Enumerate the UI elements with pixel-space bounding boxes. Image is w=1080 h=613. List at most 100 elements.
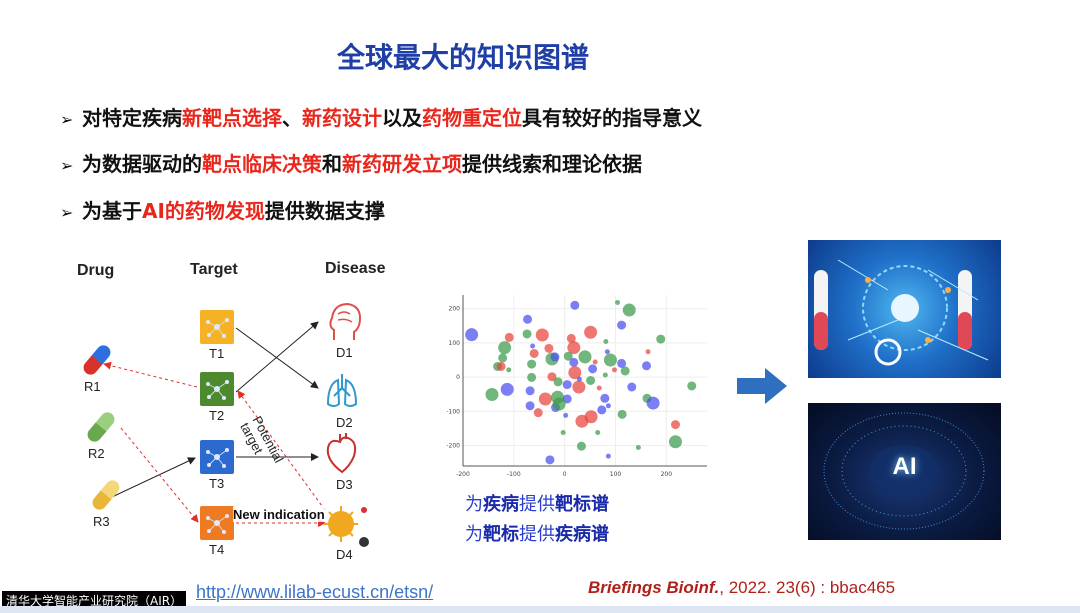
edge-t2-r1 <box>103 361 198 388</box>
scatter-point <box>547 372 557 382</box>
glowing-ring-illustration <box>823 412 985 530</box>
scatter-point <box>602 372 608 378</box>
y-tick-label: -100 <box>446 408 460 415</box>
scatter-point <box>617 320 627 330</box>
scatter-point <box>529 348 539 358</box>
scatter-point <box>578 350 592 364</box>
scatter-point <box>485 388 499 402</box>
scatter-point <box>530 343 536 349</box>
subtitle-target-disease-spectrum: 为靶标提供疾病谱 <box>465 520 609 546</box>
citation-journal: Briefings Bioinf. <box>588 578 720 597</box>
target-label: T3 <box>209 476 225 491</box>
scatter-point <box>544 343 554 353</box>
bullet-text: 为数据驱动的 <box>82 152 202 176</box>
ai-drug-discovery-image <box>808 240 1001 378</box>
scatter-point <box>656 334 666 344</box>
x-tick-label: 100 <box>610 471 622 478</box>
bullet-text: 对特定疾病 <box>82 106 182 130</box>
text: 为 <box>465 494 483 515</box>
scatter-point <box>642 361 652 371</box>
heart-icon <box>324 432 372 482</box>
target-protein-icon <box>200 506 234 540</box>
edge-r2-t4 <box>120 427 199 523</box>
scatter-point <box>588 364 598 374</box>
text-bold: 靶标 <box>483 524 519 545</box>
drug-label: R1 <box>84 379 101 394</box>
disease-label: D2 <box>336 415 353 430</box>
scatter-point <box>525 386 535 396</box>
bottom-strip <box>0 606 1080 613</box>
scatter-point <box>615 300 621 306</box>
target-protein-icon <box>200 372 234 406</box>
disease-header: Disease <box>325 260 386 277</box>
scatter-point <box>572 380 586 394</box>
text: 提供 <box>519 494 555 515</box>
scatter-point <box>603 339 609 345</box>
scatter-point <box>576 376 582 382</box>
y-tick-label: 200 <box>449 306 461 313</box>
scatter-point <box>533 408 543 418</box>
scatter-point <box>617 358 627 368</box>
scatter-point <box>576 441 586 451</box>
drug-label: R2 <box>88 446 105 461</box>
diagram-edges <box>103 321 326 527</box>
scatter-point <box>522 329 532 339</box>
scatter-point <box>552 397 566 411</box>
target-label: T2 <box>209 408 225 423</box>
scatter-point <box>620 366 630 376</box>
scatter-point <box>563 351 573 361</box>
lungs-icon <box>324 370 372 420</box>
scatter-point <box>535 328 549 342</box>
y-tick-label: 100 <box>449 340 461 347</box>
scatter-point <box>595 429 601 435</box>
scatter-point <box>584 325 598 339</box>
scatter-point <box>498 341 512 355</box>
scatter-point <box>569 357 579 367</box>
scatter-point <box>562 394 572 404</box>
scatter-point <box>596 385 602 391</box>
scatter-point <box>622 303 636 317</box>
drug-header: Drug <box>77 262 115 279</box>
bullet-text: 以及 <box>382 106 422 130</box>
citation: Briefings Bioinf., 2022. 23(6) : bbac465 <box>588 578 895 598</box>
target-protein-icon <box>200 310 234 344</box>
bullet-text: 和 <box>322 152 342 176</box>
scatter-point <box>567 341 581 355</box>
highlight-text: 药物重定位 <box>422 106 522 130</box>
bullet-arrow-icon: ➢ <box>60 203 74 222</box>
target-label: T4 <box>209 542 225 557</box>
bullet-item: ➢ 为基于AI的药物发现提供数据支撑 <box>60 195 385 224</box>
scatter-point <box>605 453 611 459</box>
text: 为 <box>465 524 483 545</box>
text: 提供 <box>519 524 555 545</box>
subtitle-disease-target-spectrum: 为疾病提供靶标谱 <box>465 490 609 516</box>
scatter-point <box>525 401 535 411</box>
website-link[interactable]: http://www.lilab-ecust.cn/etsn/ <box>196 582 434 602</box>
scatter-point <box>506 367 512 373</box>
text-bold: 疾病 <box>483 494 519 515</box>
scatter-point <box>550 352 560 362</box>
disease-label: D4 <box>336 547 353 562</box>
bullet-text: 具有较好的指导意义 <box>522 106 702 130</box>
scatter-point <box>563 412 569 418</box>
scatter-point <box>527 359 537 369</box>
bullet-text: 、 <box>282 106 302 130</box>
disease-label: D1 <box>336 345 353 360</box>
scatter-point <box>545 455 555 465</box>
scatter-point <box>560 429 566 435</box>
bullet-item: ➢ 为数据驱动的靶点临床决策和新药研发立项提供线索和理论依据 <box>60 148 642 177</box>
x-tick-label: -200 <box>456 471 470 478</box>
highlight-text: 新药研发立项 <box>342 152 462 176</box>
scatter-point <box>635 445 641 451</box>
bullet-item: ➢ 对特定疾病新靶点选择、新药设计以及药物重定位具有较好的指导意义 <box>60 102 702 131</box>
scatter-point <box>668 435 682 449</box>
edge-d4-t2 <box>237 390 326 511</box>
text-bold: 疾病谱 <box>555 524 609 545</box>
watermark: 清华大学智能产业研究院（AIR） <box>2 591 187 610</box>
scatter-point <box>627 382 637 392</box>
new-indication-label: New indication <box>233 507 325 522</box>
scatter-point <box>600 393 610 403</box>
scatter-point <box>562 380 572 390</box>
scatter-point <box>617 409 627 419</box>
bullet-arrow-icon: ➢ <box>60 110 74 129</box>
